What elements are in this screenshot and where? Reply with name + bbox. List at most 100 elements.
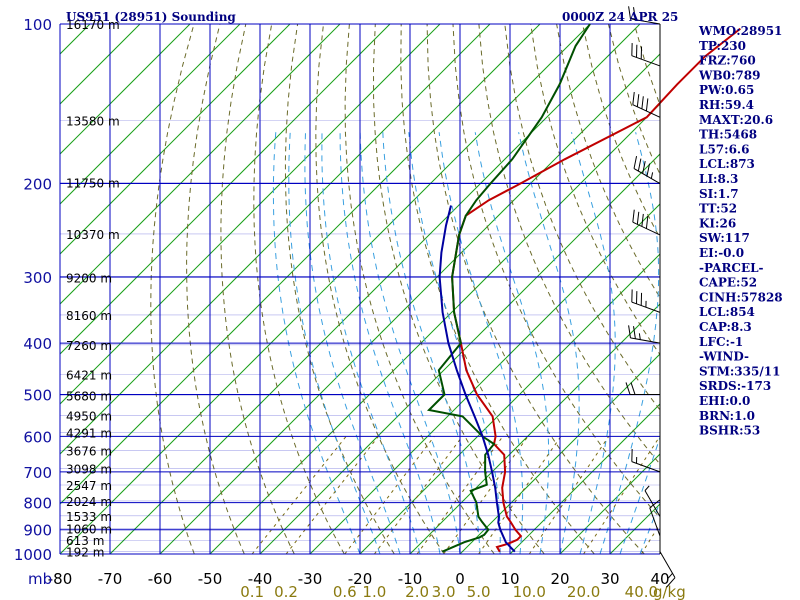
height-label: 1533 m [66,510,112,524]
index-value: -WIND- [699,350,749,364]
isotherm-line [60,23,291,255]
pressure-tick-label: 500 [23,386,52,404]
moist-adiabat [474,132,550,554]
dry-adiabat [220,23,295,554]
temperature-tick-label: -20 [348,570,373,588]
temperature-tick-label: -10 [398,570,423,588]
index-value: FRZ:760 [699,54,756,68]
wind-barb [631,43,661,67]
height-label: 11750 m [66,176,120,190]
observation-time: 0000Z 24 APR 25 [562,10,678,24]
dry-adiabat [790,24,800,554]
wind-barb [644,485,661,517]
mixing-ratio-line [640,522,660,554]
dry-adiabat [764,24,800,554]
dry-adiabat [400,23,595,554]
dry-adiabat [372,23,545,554]
wind-barb-flag [645,98,649,112]
index-value: BRN:1.0 [699,409,755,423]
mixing-ratio-label: g/kg [653,583,686,600]
wind-barb-flag [633,326,636,339]
wind-barb-flag [646,163,651,177]
dry-adiabat [582,23,660,239]
wind-barb-half-flag [650,172,654,179]
dry-adiabat [344,23,495,554]
wind-barb-flag [633,156,638,169]
moist-adiabat [599,132,660,554]
isotherm-line [60,23,241,205]
isotherm-line [60,23,391,355]
index-value: TH:5468 [699,128,757,142]
temperature-tick-label: 40 [650,570,669,588]
wind-barb [632,209,661,236]
wind-barb-flag [628,325,631,338]
height-label: 3676 m [66,445,112,459]
isotherm-line [159,53,660,554]
index-value: LCL:873 [699,157,755,171]
index-value: SRDS:-173 [699,379,771,393]
mixing-ratio-line [251,436,347,554]
height-label: 5680 m [66,389,112,403]
temperature-tick-label: 10 [500,570,519,588]
wind-barb-flag [649,499,660,509]
mixing-ratio-label: 1.0 [362,583,386,600]
wind-barb [631,289,661,313]
wind-barb-staff [644,490,661,517]
index-value: TP:230 [699,39,746,53]
pressure-tick-label: 700 [23,464,52,482]
index-value: LFC:-1 [699,335,743,349]
wind-barb-flag [636,211,640,225]
isotherm-line [259,153,660,554]
wind-barb-staff [649,507,661,537]
pressure-tick-label: 900 [23,522,52,540]
index-value: SI:1.7 [699,187,739,201]
index-value: KI:26 [699,216,736,230]
mixing-ratio-line [443,436,529,554]
wind-barb-flag [632,209,635,223]
pressure-tick-label: 800 [23,495,52,513]
pressure-tick-label: 1000 [14,546,52,564]
pressure-tick-label: 100 [23,16,52,34]
pressure-axis-label: mb [28,570,52,588]
index-value: CINH:57828 [699,290,783,304]
index-value: WB0:789 [698,68,760,82]
height-label: 6421 m [66,368,112,382]
wind-barb-half-flag [638,333,641,340]
wind-barb-flag [666,577,676,588]
temperature-tick-label: -60 [148,570,173,588]
wind-barb [625,382,660,395]
index-value: LCL:854 [699,305,755,319]
temperature-profile [451,27,742,553]
mixing-ratio-line [344,436,435,554]
wind-barb-flag [642,161,646,174]
mixing-ratio-line [583,436,660,554]
wind-barb-flag [636,94,640,107]
isotherm-line [509,403,660,554]
wind-barb-flag [637,158,642,172]
height-label: 1060 m [66,522,112,536]
wind-barb [659,551,676,588]
wind-barb [628,325,661,344]
wind-barb [631,448,661,473]
height-label: 2547 m [66,479,112,493]
height-label: 4950 m [66,410,112,424]
isotherm-line [109,23,641,554]
height-label: 4291 m [66,427,112,441]
index-value: WMO:28951 [698,24,782,38]
pressure-tick-label: 600 [23,428,52,446]
dry-adiabat [478,23,660,465]
pressure-tick-label: 400 [23,335,52,353]
index-value: CAPE:52 [699,276,757,290]
temperature-tick-label: -30 [298,570,323,588]
dry-adiabat [556,23,660,299]
wind-barb-flag [630,382,636,395]
dry-adiabat [426,23,645,554]
wind-barb-half-flag [667,573,673,579]
height-label: 8160 m [66,309,112,323]
index-value: BSHR:53 [699,424,760,438]
station-title: US951 (28951) Sounding [66,10,236,24]
temperature-tick-label: -50 [198,570,223,588]
temperature-tick-label: 20 [550,570,569,588]
isotherm-line [409,303,660,554]
